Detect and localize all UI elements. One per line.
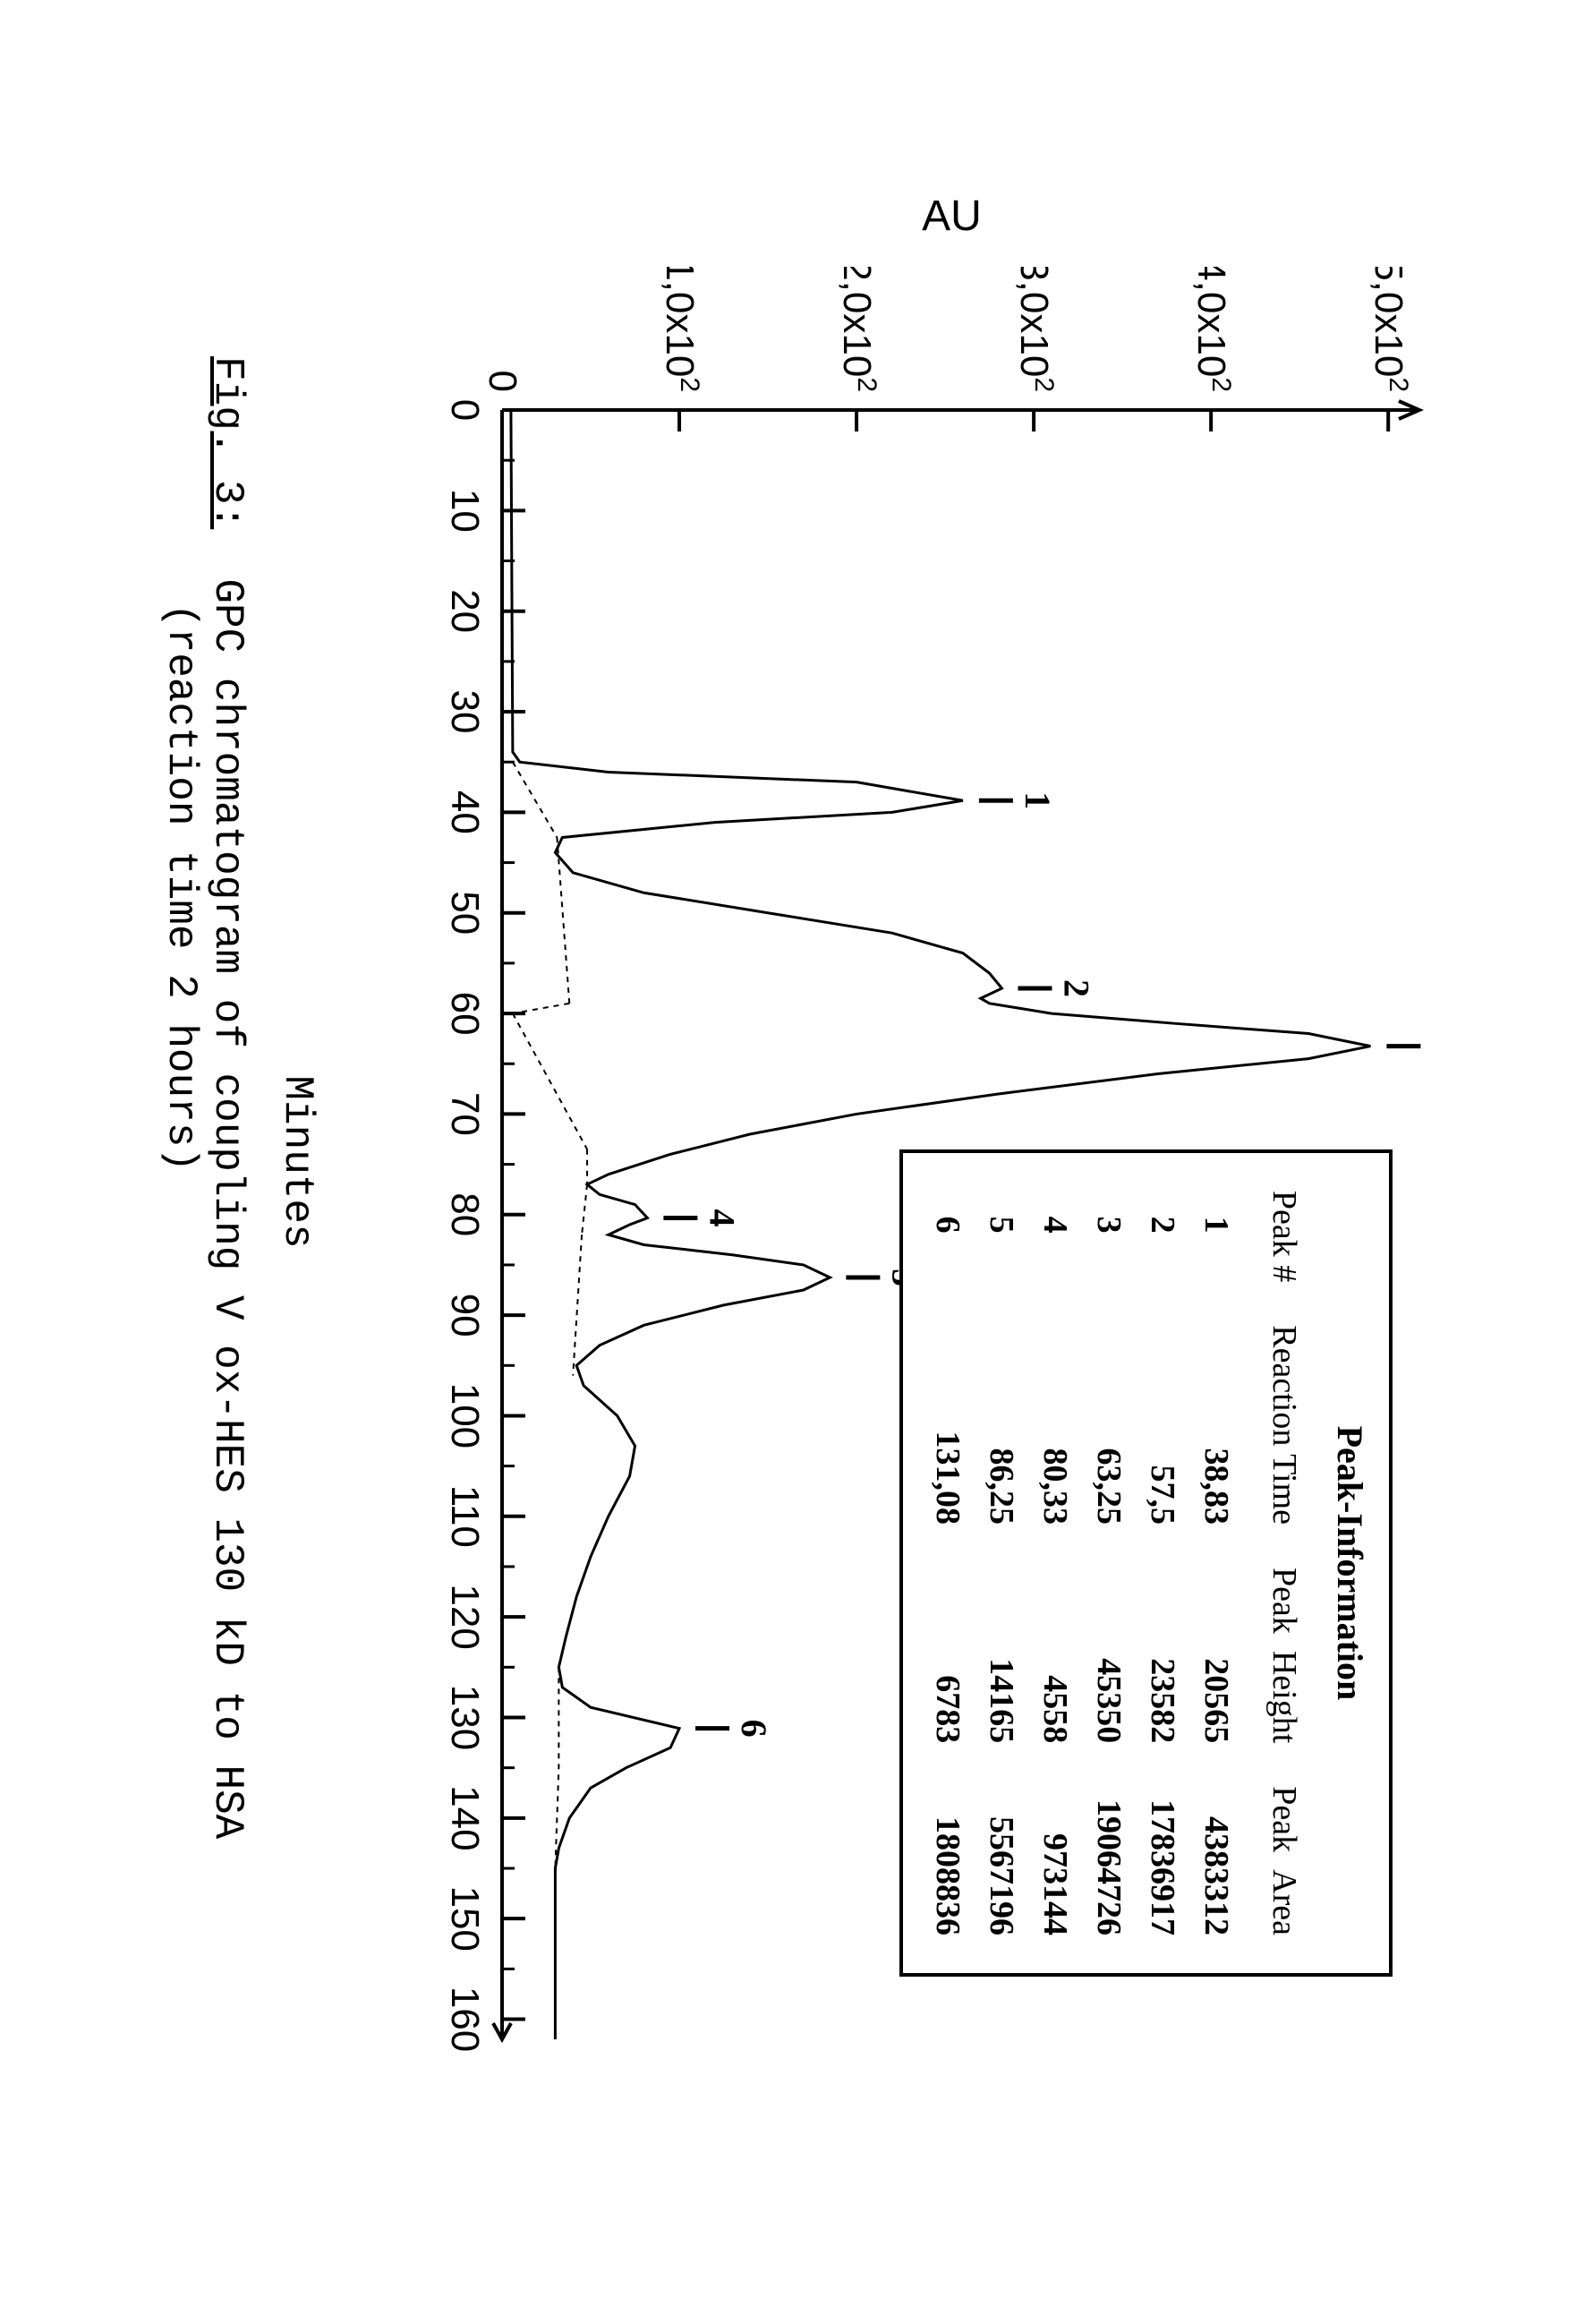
- table-row: 257,52358217836917: [1136, 1169, 1189, 1957]
- svg-text:100: 100: [443, 1383, 487, 1448]
- svg-text:4: 4: [702, 1209, 742, 1226]
- table-cell: 38,83: [1189, 1303, 1243, 1546]
- svg-text:160: 160: [443, 1987, 487, 2052]
- page-rotated-container: AU 01,0x1022,0x1023,0x1024,0x1025,0x102 …: [117, 177, 1460, 2147]
- data-table: Peak #Reaction TimePeak HeightPeak Area …: [921, 1169, 1311, 1957]
- table-cell: 5: [975, 1169, 1028, 1303]
- table-cell: 4383312: [1189, 1764, 1243, 1957]
- svg-text:40: 40: [443, 790, 487, 834]
- svg-text:130: 130: [443, 1685, 487, 1750]
- caption-line2: (reaction time 2 hours): [158, 356, 204, 1172]
- svg-text:6: 6: [734, 1720, 774, 1738]
- table-cell: 80,33: [1028, 1303, 1082, 1546]
- svg-text:80: 80: [443, 1192, 487, 1236]
- table-cell: 131,08: [921, 1303, 975, 1546]
- table-header: Reaction Time: [1243, 1303, 1311, 1546]
- table-cell: 86,25: [975, 1303, 1028, 1546]
- table-cell: 2: [1136, 1169, 1189, 1303]
- svg-text:70: 70: [443, 1092, 487, 1136]
- table-cell: 45350: [1082, 1546, 1136, 1764]
- table-cell: 20565: [1189, 1546, 1243, 1764]
- table-cell: 1: [1189, 1169, 1243, 1303]
- svg-text:60: 60: [443, 992, 487, 1036]
- svg-text:90: 90: [443, 1294, 487, 1337]
- svg-text:0: 0: [443, 399, 487, 421]
- peak-info-table: Peak-Information Peak #Reaction TimePeak…: [899, 1149, 1393, 1977]
- table-cell: 973144: [1028, 1764, 1082, 1957]
- table-cell: 17836917: [1136, 1764, 1189, 1957]
- svg-text:5,0x102: 5,0x102: [1367, 267, 1414, 392]
- svg-text:110: 110: [443, 1485, 487, 1548]
- svg-text:150: 150: [443, 1885, 487, 1951]
- y-axis-label: AU: [922, 192, 982, 241]
- table-row: 138,83205654383312: [1189, 1169, 1243, 1957]
- table-header: Peak #: [1243, 1169, 1311, 1303]
- table-cell: 19064726: [1082, 1764, 1136, 1957]
- svg-text:20: 20: [443, 589, 487, 633]
- table-cell: 6783: [921, 1546, 975, 1764]
- table-header: Peak Area: [1243, 1764, 1311, 1957]
- caption-line1: GPC chromatogram of coupling V ox-HES 13…: [204, 529, 251, 1839]
- table-row: 363,254535019064726: [1082, 1169, 1136, 1957]
- svg-text:10: 10: [443, 489, 487, 533]
- table-cell: 23582: [1136, 1546, 1189, 1764]
- table-cell: 3: [1082, 1169, 1136, 1303]
- table-header: Peak Height: [1243, 1546, 1311, 1764]
- table-cell: 5567196: [975, 1764, 1028, 1957]
- svg-text:140: 140: [443, 1785, 487, 1850]
- svg-text:120: 120: [443, 1584, 487, 1649]
- svg-text:30: 30: [443, 690, 487, 734]
- table-cell: 14165: [975, 1546, 1028, 1764]
- caption-prefix: Fig. 3:: [204, 356, 251, 529]
- table-row: 6131,0867831808836: [921, 1169, 975, 1957]
- svg-text:0: 0: [481, 371, 524, 392]
- table-cell: 57,5: [1136, 1303, 1189, 1546]
- svg-text:50: 50: [443, 891, 487, 935]
- svg-text:1,0x102: 1,0x102: [658, 267, 705, 392]
- svg-text:1: 1: [1017, 791, 1057, 809]
- svg-text:2: 2: [1056, 979, 1096, 997]
- table-cell: 4558: [1028, 1546, 1082, 1764]
- svg-text:4,0x102: 4,0x102: [1189, 267, 1237, 392]
- table-cell: 63,25: [1082, 1303, 1136, 1546]
- table-cell: 4: [1028, 1169, 1082, 1303]
- svg-text:3,0x102: 3,0x102: [1012, 267, 1060, 392]
- x-axis-label: Minutes: [274, 1075, 320, 1248]
- table-title: Peak-Information: [1329, 1169, 1371, 1957]
- table-cell: 1808836: [921, 1764, 975, 1957]
- svg-text:2,0x102: 2,0x102: [835, 267, 882, 392]
- figure-caption: Fig. 3: GPC chromatogram of coupling V o…: [158, 356, 251, 1839]
- table-row: 480,334558973144: [1028, 1169, 1082, 1957]
- table-row: 586,25141655567196: [975, 1169, 1028, 1957]
- table-cell: 6: [921, 1169, 975, 1303]
